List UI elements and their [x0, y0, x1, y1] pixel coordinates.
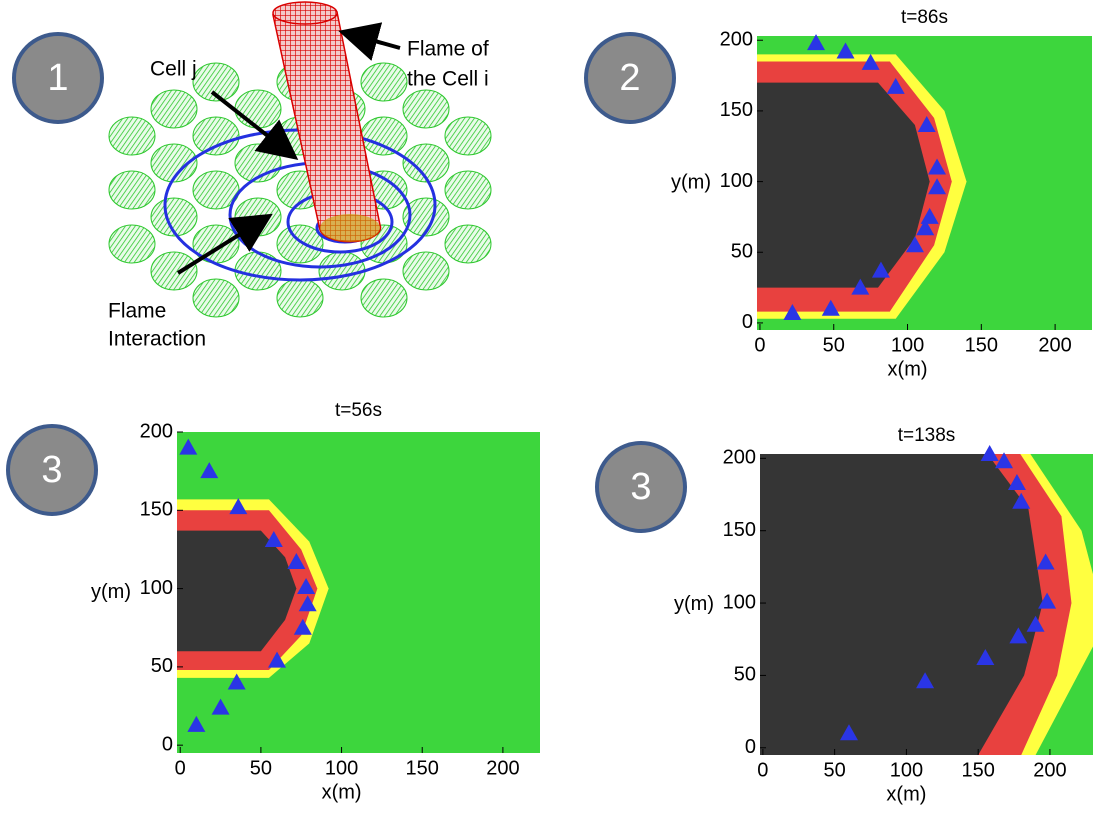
fuel-cell — [361, 279, 407, 317]
fuel-cell — [109, 225, 155, 263]
y-tick-label: 200 — [723, 447, 756, 469]
y-tick-label: 150 — [720, 99, 753, 121]
fuel-cell — [403, 90, 449, 128]
fuel-cell — [151, 90, 197, 128]
chart-title: t=56s — [335, 400, 382, 421]
figure: 1 Cell j Flame of the Cell i Flame Inter… — [0, 0, 1093, 818]
label: Flame of — [407, 38, 489, 61]
fuel-cell — [445, 171, 491, 209]
fuel-cell — [193, 117, 239, 155]
fuel-cell — [319, 252, 365, 290]
x-tick-label: 200 — [486, 757, 519, 779]
x-tick-label: 100 — [890, 759, 923, 781]
fuel-cell — [277, 279, 323, 317]
y-tick-label: 150 — [723, 519, 756, 541]
x-tick-label: 100 — [891, 334, 924, 356]
x-tick-label: 200 — [1038, 334, 1071, 356]
fuel-cell — [403, 252, 449, 290]
label: Interaction — [108, 328, 206, 351]
x-axis-label: x(m) — [888, 358, 928, 380]
x-tick-label: 150 — [406, 757, 439, 779]
y-tick-label: 100 — [140, 577, 173, 599]
y-axis-label: y(m) — [674, 593, 714, 615]
x-tick-label: 150 — [965, 334, 998, 356]
fuel-cell — [361, 117, 407, 155]
label: the Cell i — [407, 68, 489, 91]
x-tick-label: 50 — [823, 334, 845, 356]
y-tick-label: 100 — [723, 591, 756, 613]
fuel-cell — [445, 225, 491, 263]
y-tick-label: 200 — [140, 420, 173, 442]
x-tick-label: 150 — [961, 759, 994, 781]
y-axis-label: y(m) — [91, 581, 131, 603]
badge-label: 3 — [630, 466, 651, 508]
y-tick-label: 0 — [742, 311, 753, 333]
chart-title: t=86s — [901, 7, 948, 28]
fuel-cell — [445, 117, 491, 155]
x-tick-label: 50 — [250, 757, 272, 779]
chart-panel: 0 50 100 150 200 0 50 100 150 200 x(m) y(m) t=56s 3 — [8, 400, 540, 803]
y-tick-label: 100 — [720, 170, 753, 192]
x-tick-label: 0 — [754, 334, 765, 356]
y-tick-label: 150 — [140, 499, 173, 521]
badge-label: 3 — [41, 449, 62, 491]
fuel-cell — [151, 252, 197, 290]
x-tick-label: 50 — [824, 759, 846, 781]
y-tick-label: 200 — [720, 29, 753, 51]
diagram-panel: 1 Cell j Flame of the Cell i Flame Inter… — [14, 2, 491, 351]
x-tick-label: 0 — [757, 759, 768, 781]
fuel-cell — [193, 279, 239, 317]
chart-panel: 0 50 100 150 200 0 50 100 150 200 x(m) y(m) t=138s 3 — [597, 425, 1093, 805]
fuel-cell — [235, 198, 281, 236]
arrow — [346, 33, 400, 48]
y-axis-label: y(m) — [671, 171, 711, 193]
fuel-cell — [235, 252, 281, 290]
fuel-cell — [235, 90, 281, 128]
fuel-cell — [109, 171, 155, 209]
fire-region — [760, 451, 1043, 755]
y-tick-label: 50 — [151, 655, 173, 677]
x-axis-label: x(m) — [886, 783, 926, 805]
x-tick-label: 200 — [1033, 759, 1066, 781]
x-tick-label: 0 — [175, 757, 186, 779]
chart-title: t=138s — [898, 425, 956, 446]
chart-panel: 0 50 100 150 200 0 50 100 150 200 x(m) y(m) t=86s 2 — [586, 7, 1092, 380]
badge-label: 1 — [47, 57, 68, 99]
y-tick-label: 0 — [745, 736, 756, 758]
y-tick-label: 0 — [162, 733, 173, 755]
x-axis-label: x(m) — [322, 781, 362, 803]
y-tick-label: 50 — [731, 241, 753, 263]
label: Flame — [108, 300, 166, 323]
fuel-cell — [361, 63, 407, 101]
y-tick-label: 50 — [734, 664, 756, 686]
sensor-marker — [981, 445, 999, 461]
badge-label: 2 — [619, 57, 640, 99]
x-tick-label: 100 — [325, 757, 358, 779]
fuel-cell — [109, 117, 155, 155]
label: Cell j — [150, 58, 197, 81]
